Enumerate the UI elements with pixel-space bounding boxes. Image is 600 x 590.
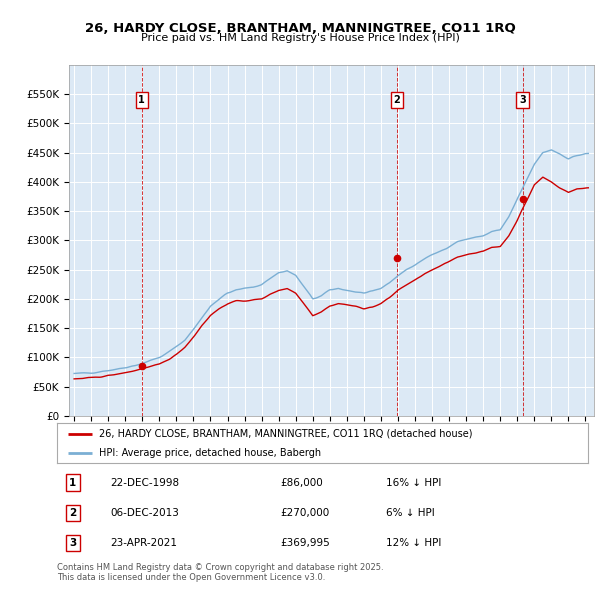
Text: 26, HARDY CLOSE, BRANTHAM, MANNINGTREE, CO11 1RQ (detached house): 26, HARDY CLOSE, BRANTHAM, MANNINGTREE, … bbox=[100, 429, 473, 439]
Text: Contains HM Land Registry data © Crown copyright and database right 2025.: Contains HM Land Registry data © Crown c… bbox=[57, 563, 383, 572]
Text: HPI: Average price, detached house, Babergh: HPI: Average price, detached house, Babe… bbox=[100, 448, 322, 458]
Text: 3: 3 bbox=[519, 95, 526, 105]
Text: 2: 2 bbox=[70, 508, 77, 518]
Text: £369,995: £369,995 bbox=[280, 538, 330, 548]
Text: 06-DEC-2013: 06-DEC-2013 bbox=[110, 508, 179, 518]
Text: 2: 2 bbox=[394, 95, 400, 105]
Text: 16% ↓ HPI: 16% ↓ HPI bbox=[386, 477, 442, 487]
Text: £86,000: £86,000 bbox=[280, 477, 323, 487]
Text: This data is licensed under the Open Government Licence v3.0.: This data is licensed under the Open Gov… bbox=[57, 573, 325, 582]
Text: 23-APR-2021: 23-APR-2021 bbox=[110, 538, 177, 548]
Text: 26, HARDY CLOSE, BRANTHAM, MANNINGTREE, CO11 1RQ: 26, HARDY CLOSE, BRANTHAM, MANNINGTREE, … bbox=[85, 22, 515, 35]
Text: Price paid vs. HM Land Registry's House Price Index (HPI): Price paid vs. HM Land Registry's House … bbox=[140, 33, 460, 43]
Text: 22-DEC-1998: 22-DEC-1998 bbox=[110, 477, 179, 487]
Text: 6% ↓ HPI: 6% ↓ HPI bbox=[386, 508, 435, 518]
Text: 3: 3 bbox=[70, 538, 77, 548]
Text: 1: 1 bbox=[70, 477, 77, 487]
Text: 12% ↓ HPI: 12% ↓ HPI bbox=[386, 538, 442, 548]
Text: £270,000: £270,000 bbox=[280, 508, 329, 518]
Text: 1: 1 bbox=[139, 95, 145, 105]
